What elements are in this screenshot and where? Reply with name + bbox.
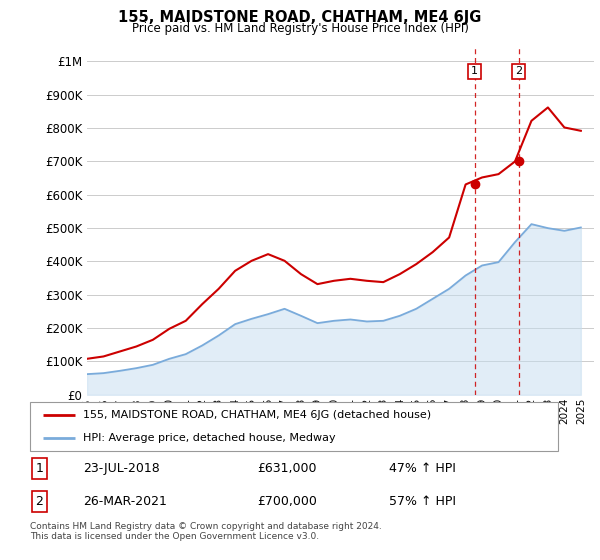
Text: 26-MAR-2021: 26-MAR-2021 <box>83 494 167 508</box>
Text: £700,000: £700,000 <box>257 494 317 508</box>
Text: Price paid vs. HM Land Registry's House Price Index (HPI): Price paid vs. HM Land Registry's House … <box>131 22 469 35</box>
Text: 2: 2 <box>515 67 523 77</box>
Text: 1: 1 <box>35 462 43 475</box>
Text: £631,000: £631,000 <box>257 462 317 475</box>
Text: HPI: Average price, detached house, Medway: HPI: Average price, detached house, Medw… <box>83 433 335 443</box>
Text: 2: 2 <box>35 494 43 508</box>
Text: 1: 1 <box>471 67 478 77</box>
Text: Contains HM Land Registry data © Crown copyright and database right 2024.
This d: Contains HM Land Registry data © Crown c… <box>30 522 382 542</box>
Text: 57% ↑ HPI: 57% ↑ HPI <box>389 494 456 508</box>
Text: 23-JUL-2018: 23-JUL-2018 <box>83 462 160 475</box>
Text: 47% ↑ HPI: 47% ↑ HPI <box>389 462 456 475</box>
Text: 155, MAIDSTONE ROAD, CHATHAM, ME4 6JG (detached house): 155, MAIDSTONE ROAD, CHATHAM, ME4 6JG (d… <box>83 410 431 421</box>
Text: 155, MAIDSTONE ROAD, CHATHAM, ME4 6JG: 155, MAIDSTONE ROAD, CHATHAM, ME4 6JG <box>118 10 482 25</box>
